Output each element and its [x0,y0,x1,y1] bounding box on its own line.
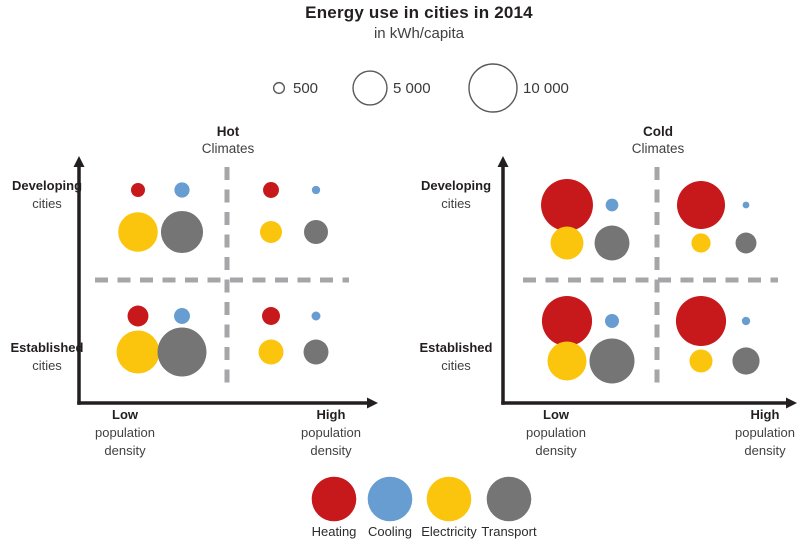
hot-developing-cities-label: Developing cities [11,178,83,211]
bubble-cold-established-high-heating [675,295,727,347]
cold-established-cities-label: Established cities [419,340,493,373]
legend-circle-transport [486,476,532,522]
hot-established-cities-label: Established cities [10,340,84,373]
bubble-cold-established-high-cooling [741,316,751,326]
hot-climates-label: Climates [201,141,255,156]
hot-x-axis-arrow [367,397,378,409]
legend-circle-heating [311,476,357,522]
hot-low-density-label: Low population density [95,407,155,458]
bubble-cold-developing-low-transport [594,225,630,261]
bubble-cold-established-low-transport [589,338,635,384]
bubble-cold-developing-high-transport [735,232,757,254]
bubble-hot-developing-high-transport [304,220,328,244]
bubble-cold-established-high-electricity [689,349,713,373]
bubble-cold-developing-low-electricity [550,226,584,260]
hot-high-density-label: High population density [301,407,361,458]
hot-y-axis-arrow [73,156,85,167]
bubble-cold-established-high-transport [732,347,760,375]
bubble-hot-established-high-cooling [311,311,321,321]
hot-label: Hot [216,124,240,139]
bubble-cold-developing-high-heating [677,181,725,229]
bubble-hot-established-low-heating [127,305,149,327]
cold-high-density-label: High population density [735,407,795,458]
bubble-hot-established-high-transport [303,339,329,365]
chart-subtitle: in kWh/capita [373,25,465,42]
cold-low-density-label: Low population density [526,407,586,458]
bubble-cold-developing-high-cooling [742,201,750,209]
legend-label-transport: Transport [481,524,537,539]
bubble-cold-established-low-electricity [547,341,587,381]
bubble-hot-developing-high-heating [263,182,279,198]
cold-panel-header: Cold Climates [598,123,718,157]
legend-circle-cooling [367,476,413,522]
size-legend-label-5000: 5 000 [393,80,431,97]
bubble-cold-developing-low-cooling [605,198,619,212]
bubble-hot-developing-low-cooling [174,182,190,198]
bubble-cold-developing-high-electricity [691,233,711,253]
bubble-hot-developing-high-electricity [260,221,282,243]
cold-x-axis-arrow [786,397,797,409]
bubble-cold-established-low-cooling [605,314,619,328]
chart-title: Energy use in cities in 2014 [305,3,533,22]
legend-label-heating: Heating [311,524,357,539]
size-legend-label-10000: 10 000 [523,80,569,97]
bubble-cold-developing-low-heating [541,179,593,231]
size-legend-circle-10000 [468,63,518,113]
bubble-hot-developing-low-transport [160,210,204,254]
legend-label-cooling: Cooling [367,524,413,539]
cold-label: Cold [643,124,673,139]
cold-developing-cities-label: Developing cities [420,178,492,211]
size-legend-label-500: 500 [293,80,319,97]
cold-climates-label: Climates [631,141,685,156]
bubble-hot-established-low-cooling [174,308,190,324]
legend-label-electricity: Electricity [421,524,477,539]
bubble-cold-established-low-heating [541,295,593,347]
hot-panel-header: Hot Climates [168,123,288,157]
bubble-hot-developing-low-electricity [118,212,158,252]
bubble-hot-established-high-electricity [258,339,284,365]
bubble-hot-developing-high-cooling [311,185,321,195]
bubble-hot-established-low-transport [157,327,207,377]
bubble-hot-established-high-heating [262,307,280,325]
bubble-hot-developing-low-heating [131,183,145,197]
cold-y-axis-arrow [497,156,509,167]
bubble-hot-established-low-electricity [116,330,160,374]
size-legend-circle-500 [272,81,286,95]
legend-circle-electricity [426,476,472,522]
size-legend-circle-5000 [352,70,388,106]
